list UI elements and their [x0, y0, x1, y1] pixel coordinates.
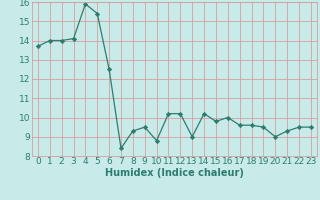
X-axis label: Humidex (Indice chaleur): Humidex (Indice chaleur) — [105, 168, 244, 178]
